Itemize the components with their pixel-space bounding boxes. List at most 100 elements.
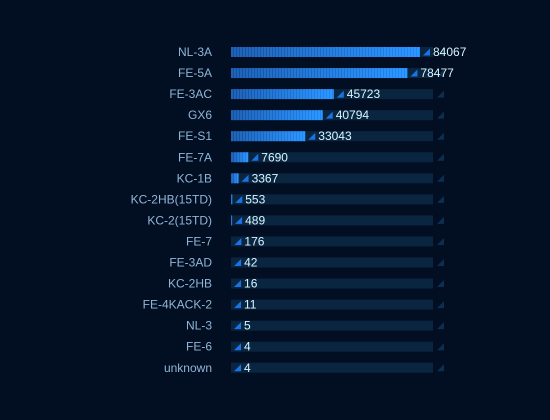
bar-row: NL-3A 84067 xyxy=(178,45,467,59)
bar-end-marker xyxy=(325,111,333,119)
value-label: 4 xyxy=(244,340,251,354)
bar-end-marker xyxy=(234,280,242,288)
bar-end-marker xyxy=(241,174,249,182)
category-label: FE-6 xyxy=(186,340,212,354)
bar-texture xyxy=(231,152,249,163)
bar-row: FE-4KACK-2 11 xyxy=(143,298,444,312)
track-end-marker xyxy=(437,195,444,203)
track-end-marker xyxy=(437,343,444,351)
bar-texture xyxy=(231,47,420,57)
bar-end-marker xyxy=(423,48,430,56)
bar-end-marker xyxy=(251,153,259,161)
value-label: 16 xyxy=(244,277,258,291)
track-end-marker xyxy=(437,48,444,56)
bar-track xyxy=(231,362,433,373)
value-label: 3367 xyxy=(252,171,279,185)
bar-end-marker xyxy=(234,364,242,372)
bar-row: FE-5A 78477 xyxy=(178,66,454,80)
bar-end-marker xyxy=(234,322,242,330)
bar-row: KC-2(15TD) 489 xyxy=(147,213,444,227)
bar-end-marker xyxy=(234,301,242,309)
bar-track xyxy=(231,341,433,352)
bar-row: KC-1B 3367 xyxy=(177,171,444,185)
value-label: 553 xyxy=(245,192,265,206)
category-label: KC-2HB xyxy=(168,277,212,291)
bar-track xyxy=(231,131,433,142)
bar-row: FE-3AD 42 xyxy=(169,256,444,270)
bar-rows: NL-3A 84067 FE-5A 78477 FE-3AC 45723 GX6 40794 F… xyxy=(131,45,467,375)
bar-texture xyxy=(231,194,233,205)
category-label: FE-3AD xyxy=(169,256,212,270)
category-label: NL-3A xyxy=(178,45,212,59)
bar-row: FE-6 4 xyxy=(186,340,444,354)
bar-end-marker xyxy=(336,90,344,98)
bar-track xyxy=(231,257,433,268)
category-label: FE-3AC xyxy=(169,87,212,101)
bar-track xyxy=(231,236,433,247)
bar-end-marker xyxy=(410,69,418,77)
bar-row: KC-2HB 16 xyxy=(168,277,444,291)
value-label: 33043 xyxy=(318,129,352,143)
track-end-marker xyxy=(437,132,444,140)
track-end-marker xyxy=(437,90,444,98)
bar-row: NL-3 5 xyxy=(186,319,444,333)
bar-row: FE-7 176 xyxy=(186,234,444,248)
bar-end-marker xyxy=(235,216,243,224)
track-end-marker xyxy=(437,322,444,330)
category-label: KC-2HB(15TD) xyxy=(131,192,212,206)
track-end-marker xyxy=(437,174,444,182)
value-label: 489 xyxy=(245,213,265,227)
bar-track xyxy=(231,173,433,184)
bar-texture xyxy=(231,89,334,100)
bar-texture xyxy=(231,68,408,79)
value-label: 84067 xyxy=(433,45,467,59)
bar-row: FE-S1 33043 xyxy=(178,129,444,143)
bar-track xyxy=(231,299,433,310)
bar-end-marker xyxy=(308,132,316,140)
category-label: KC-2(15TD) xyxy=(147,213,212,227)
bar-row: GX6 40794 xyxy=(188,108,444,122)
bar-texture xyxy=(231,131,306,142)
category-label: FE-7 xyxy=(186,234,212,248)
bar-texture xyxy=(231,215,233,226)
track-end-marker xyxy=(437,216,444,224)
value-label: 7690 xyxy=(261,150,288,164)
bar-row: FE-3AC 45723 xyxy=(169,87,444,101)
track-end-marker xyxy=(437,301,444,309)
bar-track xyxy=(231,194,433,205)
bar-track xyxy=(231,215,433,226)
bar-end-marker xyxy=(234,343,242,351)
track-end-marker xyxy=(437,280,444,288)
category-label: NL-3 xyxy=(186,319,212,333)
bar-track xyxy=(231,320,433,331)
value-label: 4 xyxy=(244,361,251,375)
bar-row: FE-7A 7690 xyxy=(178,150,444,164)
track-end-marker xyxy=(437,237,444,245)
value-label: 78477 xyxy=(420,66,454,80)
category-label: FE-4KACK-2 xyxy=(143,298,213,312)
value-label: 176 xyxy=(244,234,264,248)
value-label: 42 xyxy=(244,256,258,270)
category-label: unknown xyxy=(164,361,212,375)
category-label: FE-S1 xyxy=(178,129,212,143)
bar-end-marker xyxy=(234,259,242,266)
category-label: FE-7A xyxy=(178,150,212,164)
bar-end-marker xyxy=(234,237,242,245)
value-label: 45723 xyxy=(347,87,381,101)
category-label: FE-5A xyxy=(178,66,212,80)
track-end-marker xyxy=(437,153,444,161)
category-label: KC-1B xyxy=(177,171,212,185)
bar-end-marker xyxy=(235,195,243,203)
track-end-marker xyxy=(437,111,444,119)
bar-row: KC-2HB(15TD) 553 xyxy=(131,192,444,206)
value-label: 40794 xyxy=(336,108,370,122)
bar-row: unknown 4 xyxy=(164,361,444,375)
category-label: GX6 xyxy=(188,108,212,122)
bar-texture xyxy=(231,110,323,121)
track-end-marker xyxy=(437,364,444,372)
track-end-marker xyxy=(437,259,444,266)
value-label: 11 xyxy=(244,298,257,312)
bar-track xyxy=(231,152,433,163)
